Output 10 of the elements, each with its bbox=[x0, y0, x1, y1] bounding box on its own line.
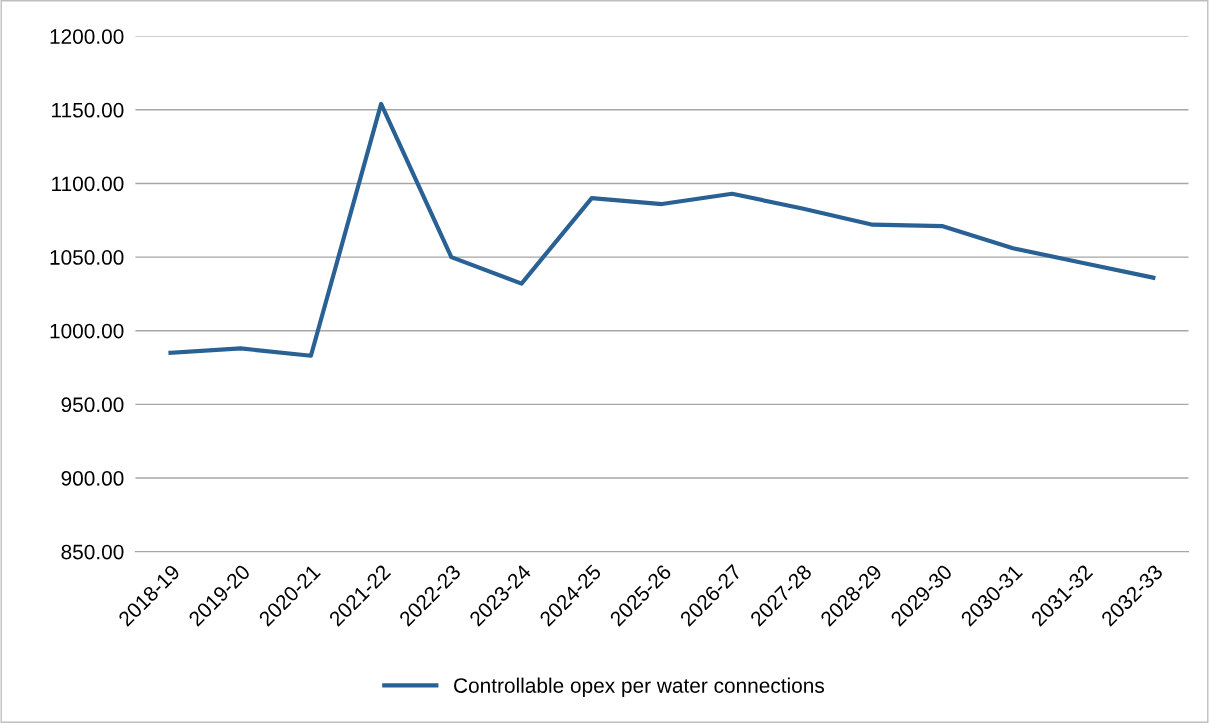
y-tick-label: 1100.00 bbox=[52, 176, 124, 192]
y-tick-label: 1050.00 bbox=[50, 250, 124, 265]
y-tick-label: 1200.00 bbox=[50, 29, 124, 44]
y-tick-label: 1150.00 bbox=[52, 102, 124, 118]
y-tick-label: 1000.00 bbox=[50, 323, 124, 339]
y-tick-label: 850.00 bbox=[61, 544, 124, 560]
line-series bbox=[168, 101, 1156, 358]
legend-label: Controllable opex per water connections bbox=[454, 677, 825, 698]
y-tick-label: 900.00 bbox=[61, 471, 124, 486]
y-tick-label: 950.00 bbox=[61, 397, 124, 413]
